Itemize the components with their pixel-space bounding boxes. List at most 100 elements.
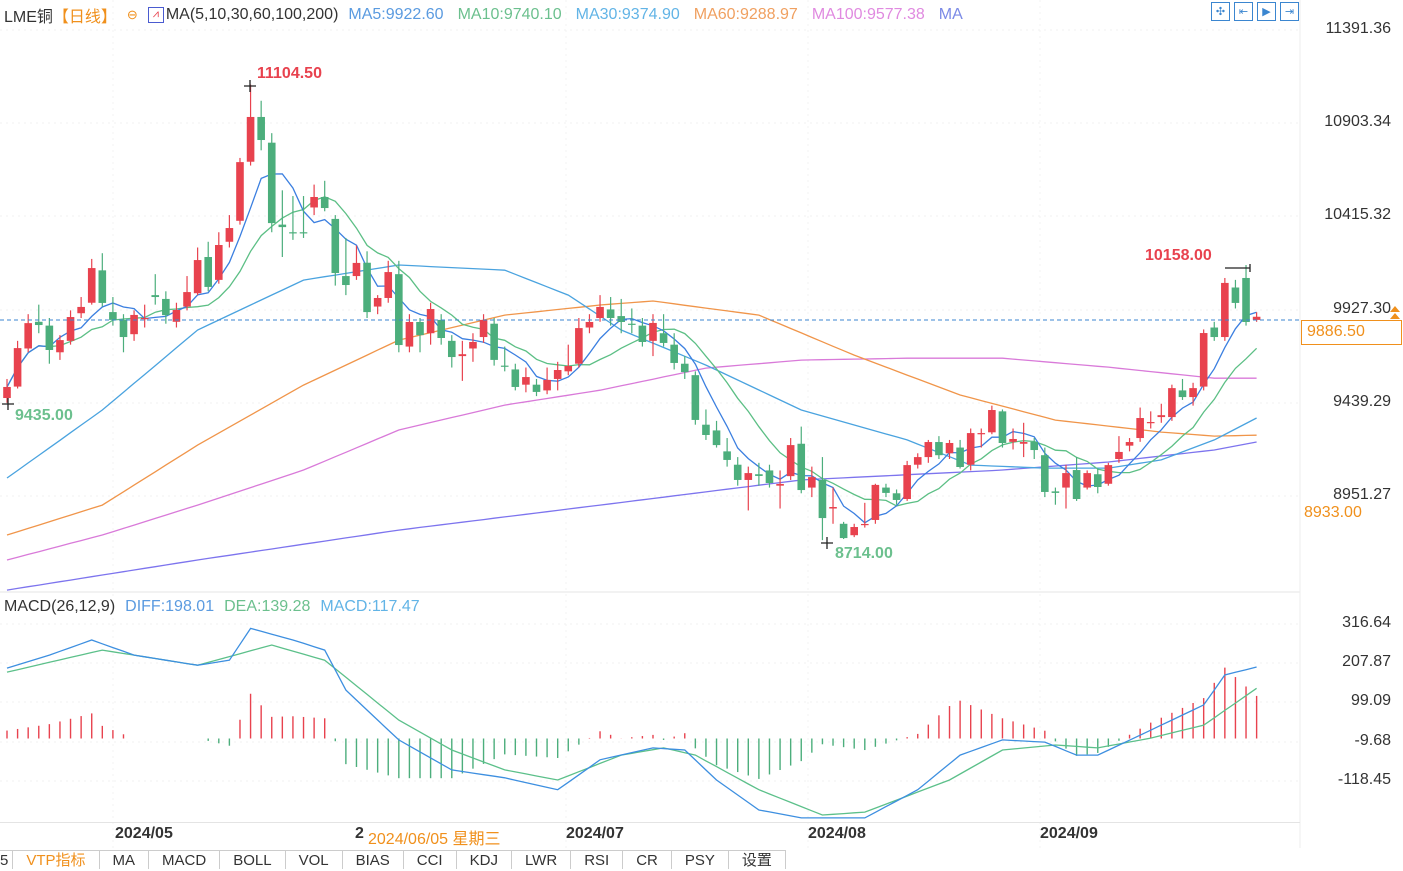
candle-body [628,323,636,325]
candle [236,157,244,225]
candle-body [479,319,488,338]
candle-body [331,218,340,274]
candle [257,100,265,151]
tab-9[interactable]: LWR [512,851,572,869]
candle [670,333,678,370]
candle-body [1093,474,1102,488]
candle [363,251,371,318]
candle [808,466,816,498]
candle [352,245,361,280]
ma-params[interactable]: MA(5,10,30,60,100,200) [165,6,339,23]
candle [850,523,858,538]
candle-body [702,424,710,435]
candle-body [98,270,107,303]
candle [532,378,541,397]
price-alert-icon[interactable] [1390,306,1400,319]
tab-5[interactable]: VOL [286,851,343,869]
candle [193,247,202,296]
ma-value-0: MA5:9922.60 [348,6,444,23]
tab-3[interactable]: MACD [149,851,221,869]
ma-chart-icon[interactable]: ⩘ [147,7,164,23]
macd-title: MACD(26,12,9) [4,598,116,615]
candle [1125,438,1134,452]
candle-body [850,527,858,536]
tab-11[interactable]: CR [623,851,672,869]
candle-body [808,477,816,488]
candle-body [860,523,869,526]
price-tick: 8951.27 [1333,486,1391,503]
candle [564,344,573,376]
candle [45,317,54,364]
ma-value-1: MA10:9740.10 [457,6,562,23]
minus-circle-icon[interactable]: ⊖ [126,7,138,22]
date-label: 2024/08 [808,825,866,842]
tab-0[interactable]: 5 [0,851,14,869]
candle-body [1072,470,1081,500]
candle-body [278,224,287,228]
candle [479,314,488,343]
tab-12[interactable]: PSY [672,851,729,869]
jump-end-icon[interactable]: ⇥ [1280,2,1299,21]
ma-value-3: MA60:9288.97 [693,6,798,23]
extreme-markers [2,80,1251,549]
candle [553,361,562,391]
recent-high-marker [1225,264,1251,272]
tab-13[interactable]: 设置 [729,851,786,869]
candle [998,409,1007,448]
candle [1115,436,1123,463]
tab-8[interactable]: KDJ [457,851,512,869]
candle-body [1199,333,1208,387]
candle-body [522,377,530,385]
candle-body [882,487,890,493]
candle-body [1115,451,1123,459]
date-label: 2024/05 [115,825,173,842]
candle-body [490,323,498,360]
candle-body [56,340,64,353]
play-icon[interactable]: ▶ [1257,2,1276,21]
candle-body [437,319,445,338]
candle [1062,464,1070,509]
tab-4[interactable]: BOLL [220,851,286,869]
tab-7[interactable]: CCI [404,851,457,869]
dea-line [6,644,1257,816]
candle [945,439,954,459]
candle-body [342,276,350,286]
crosshair-icon[interactable]: ✣ [1211,2,1230,21]
candle [860,502,869,528]
candle [320,180,329,212]
candle [829,487,837,524]
zoom-start-icon[interactable]: ⇤ [1234,2,1253,21]
candle-body [236,162,244,221]
candle [1199,329,1208,391]
candle [712,420,721,448]
candle-body [564,366,573,372]
candle-body [776,483,784,486]
tab-6[interactable]: BIAS [343,851,404,869]
tab-2[interactable]: MA [100,851,150,869]
candle [606,297,615,326]
period-label[interactable]: 【日线】 [52,9,117,26]
tab-1[interactable]: VTP指标 [13,851,100,869]
candle-body [130,314,138,335]
candle [1168,384,1176,421]
candle-body [797,443,806,491]
candle-body [1104,465,1113,484]
candle [267,133,276,233]
candle-body [3,386,11,399]
indicator-tabs: 5 VTP指标 MA MACD BOLL VOL BIAS CCI KDJ LWR RSI CR PSY… [0,850,786,869]
price-tick: 10903.34 [1324,113,1391,130]
candle [395,260,403,353]
candle [733,457,742,486]
candle-body [988,410,996,433]
candle-body [500,365,509,367]
candle [871,483,880,524]
candle-body [215,245,223,280]
candle [988,405,996,435]
candle [956,439,964,469]
tab-10[interactable]: RSI [571,851,624,869]
ma100-line [6,357,1257,561]
candle-body [606,309,615,318]
candle-body [1252,316,1261,320]
low-annotation: 8714.00 [835,545,893,562]
